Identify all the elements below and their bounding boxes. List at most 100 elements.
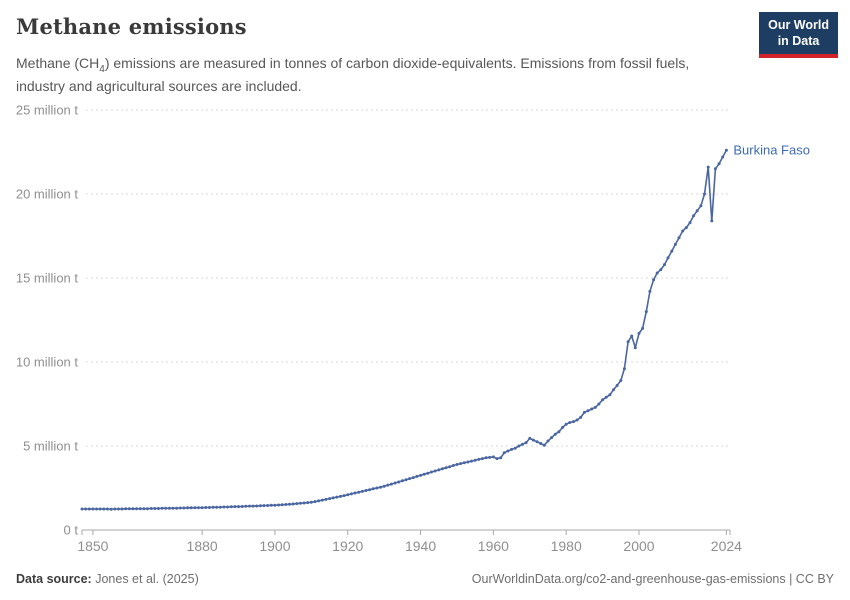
data-point-marker bbox=[615, 384, 619, 387]
data-point-marker bbox=[131, 507, 135, 511]
y-tick-label: 20 million t bbox=[16, 187, 79, 202]
data-point-marker bbox=[360, 489, 364, 493]
owid-url-link[interactable]: OurWorldinData.org/co2-and-greenhouse-ga… bbox=[471, 572, 834, 586]
data-point-marker bbox=[229, 505, 233, 509]
data-point-marker bbox=[98, 507, 102, 511]
data-point-marker bbox=[459, 462, 463, 466]
data-point-marker bbox=[477, 457, 481, 461]
data-point-marker bbox=[135, 507, 139, 511]
data-point-marker bbox=[156, 507, 160, 510]
data-point-marker bbox=[480, 457, 484, 461]
data-point-marker bbox=[342, 494, 346, 498]
data-point-marker bbox=[462, 461, 466, 465]
owid-logo[interactable]: Our World in Data bbox=[759, 12, 838, 58]
data-point-marker bbox=[528, 436, 532, 440]
data-point-marker bbox=[575, 418, 579, 422]
data-point-marker bbox=[433, 469, 437, 473]
data-point-marker bbox=[444, 466, 448, 470]
y-tick-label: 10 million t bbox=[16, 355, 79, 370]
data-point-marker bbox=[499, 456, 503, 460]
owid-logo-line1: Our World bbox=[768, 18, 829, 32]
data-point-marker bbox=[404, 478, 408, 482]
data-point-marker bbox=[703, 192, 706, 196]
subtitle-text-prefix: Methane (CH bbox=[16, 55, 100, 71]
data-point-marker bbox=[164, 506, 168, 510]
data-point-marker bbox=[641, 326, 645, 330]
plot-area[interactable] bbox=[82, 100, 730, 530]
data-point-marker bbox=[91, 507, 95, 511]
data-point-marker bbox=[153, 507, 157, 510]
data-point-marker bbox=[717, 162, 721, 166]
data-point-marker bbox=[663, 263, 666, 267]
data-point-marker bbox=[411, 476, 415, 480]
data-point-marker bbox=[521, 442, 524, 446]
data-point-marker bbox=[160, 506, 164, 510]
entity-label[interactable]: Burkina Faso bbox=[733, 142, 810, 157]
data-point-marker bbox=[182, 506, 186, 510]
data-point-marker bbox=[597, 402, 601, 406]
x-tick-label: 1940 bbox=[405, 538, 436, 554]
data-point-marker bbox=[368, 488, 372, 492]
chart-subtitle: Methane (CH4) emissions are measured in … bbox=[16, 54, 728, 97]
data-point-marker bbox=[258, 504, 262, 508]
data-point-marker bbox=[339, 494, 342, 498]
data-point-marker bbox=[724, 148, 728, 152]
data-point-marker bbox=[313, 500, 317, 504]
data-point-marker bbox=[695, 209, 699, 213]
data-point-marker bbox=[331, 496, 335, 500]
data-point-marker bbox=[193, 506, 197, 510]
data-point-marker bbox=[706, 165, 710, 169]
data-point-marker bbox=[415, 474, 419, 478]
data-point-marker bbox=[430, 470, 433, 474]
data-point-marker bbox=[488, 455, 492, 459]
data-point-marker bbox=[233, 505, 237, 509]
subtitle-ch4-subscript: 4 bbox=[99, 63, 105, 75]
data-point-marker bbox=[273, 503, 277, 507]
data-point-marker bbox=[455, 463, 459, 466]
data-point-marker bbox=[517, 444, 521, 448]
x-tick-label: 1960 bbox=[478, 538, 509, 554]
data-point-marker bbox=[277, 503, 281, 507]
data-point-marker bbox=[659, 268, 663, 272]
data-point-marker bbox=[149, 507, 153, 510]
data-point-marker bbox=[524, 441, 528, 445]
data-point-marker bbox=[633, 346, 637, 350]
data-point-marker bbox=[266, 504, 270, 507]
data-point-marker bbox=[298, 501, 302, 505]
data-point-marker bbox=[648, 289, 652, 293]
data-point-marker bbox=[630, 334, 634, 338]
data-point-marker bbox=[357, 490, 361, 494]
data-point-marker bbox=[451, 464, 455, 467]
data-point-marker bbox=[604, 395, 608, 399]
data-point-marker bbox=[553, 432, 557, 436]
data-point-marker bbox=[561, 426, 564, 429]
data-point-marker bbox=[167, 506, 171, 510]
x-tick-label: 2000 bbox=[623, 538, 654, 554]
data-point-marker bbox=[579, 415, 583, 419]
data-point-marker bbox=[557, 430, 561, 434]
data-point-marker bbox=[138, 507, 142, 511]
data-point-marker bbox=[440, 467, 444, 471]
data-point-marker bbox=[251, 504, 255, 508]
data-point-marker bbox=[171, 506, 175, 510]
data-point-marker bbox=[324, 497, 328, 501]
data-point-marker bbox=[491, 455, 495, 459]
data-source-label: Data source: bbox=[16, 572, 92, 586]
data-point-marker bbox=[495, 457, 499, 461]
data-point-marker bbox=[295, 502, 299, 506]
data-point-marker bbox=[637, 331, 641, 335]
data-point-marker bbox=[546, 439, 550, 443]
data-point-marker bbox=[389, 482, 393, 486]
y-tick-label: 15 million t bbox=[16, 271, 79, 286]
data-point-marker bbox=[248, 504, 251, 508]
data-point-marker bbox=[608, 393, 612, 397]
data-point-marker bbox=[302, 501, 306, 505]
emissions-line[interactable] bbox=[82, 149, 728, 510]
data-point-marker bbox=[371, 487, 375, 491]
x-tick-label: 1900 bbox=[259, 538, 290, 554]
data-point-marker bbox=[113, 507, 117, 511]
data-point-marker bbox=[688, 221, 692, 225]
data-point-marker bbox=[127, 507, 131, 511]
